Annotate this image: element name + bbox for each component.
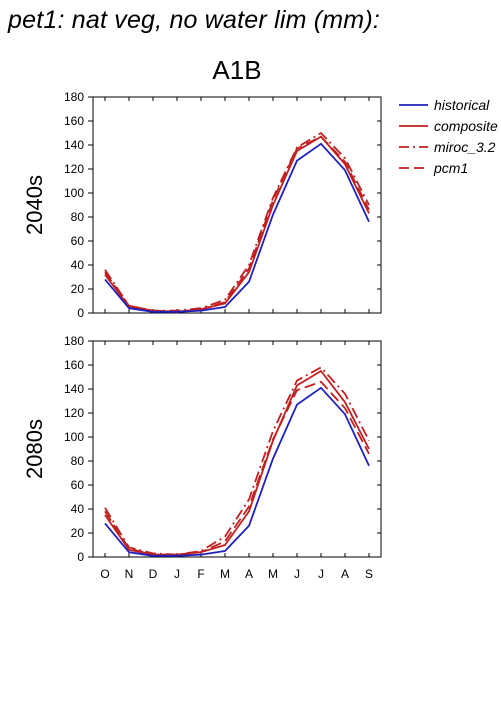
series-line-historical <box>104 386 370 557</box>
x-tick-label: N <box>125 567 134 581</box>
legend-label: composite <box>434 118 498 134</box>
y-tick-label: 180 <box>64 334 84 348</box>
y-tick-label: 80 <box>71 454 85 468</box>
x-tick-label: J <box>318 567 324 581</box>
y-tick-label: 100 <box>64 430 84 444</box>
series-line-pcm1 <box>104 380 370 556</box>
series-line-pcm1 <box>104 135 370 313</box>
plot-frame <box>92 96 382 314</box>
y-tick-label: 100 <box>64 186 84 200</box>
y-tick-label: 60 <box>71 234 85 248</box>
series-line-composite <box>104 135 370 313</box>
y-tick-label: 120 <box>64 162 84 176</box>
x-tick-label: J <box>294 567 300 581</box>
page-title: pet1: nat veg, no water lim (mm): <box>8 6 381 34</box>
y-tick-label: 160 <box>64 358 84 372</box>
panel-2080s: 0 20 40 60 80 100 120 140 160 180 O N D J F M A M J J A S 2080… <box>22 334 382 581</box>
y-tick-label: 0 <box>77 550 84 564</box>
legend-label: historical <box>434 97 490 113</box>
y-tick-label: 20 <box>71 282 85 296</box>
y-tick-label: 140 <box>64 138 84 152</box>
x-tick-label: J <box>174 567 180 581</box>
series-line-historical <box>104 142 370 313</box>
row-label-2080s: 2080s <box>22 419 47 479</box>
y-tick-label: 0 <box>77 306 84 320</box>
scenario-title: A1B <box>212 55 262 85</box>
y-tick-label: 40 <box>71 258 85 272</box>
y-tick-label: 160 <box>64 114 84 128</box>
x-tick-label: M <box>220 567 230 581</box>
legend: historical composite miroc_3.2 pcm1 <box>399 97 498 176</box>
x-tick-label: S <box>365 567 373 581</box>
y-tick-label: 180 <box>64 90 84 104</box>
series-line-miroc-3-2 <box>104 366 370 556</box>
x-tick-label: A <box>245 567 253 581</box>
series-line-miroc-3-2 <box>104 132 370 312</box>
series-line-composite <box>104 370 370 556</box>
panel-2040s: 0 20 40 60 80 100 120 140 160 180 2040s <box>22 90 382 320</box>
x-tick-label: F <box>197 567 204 581</box>
y-tick-label: 20 <box>71 526 85 540</box>
y-tick-label: 60 <box>71 478 85 492</box>
y-tick-label: 140 <box>64 382 84 396</box>
plot-frame <box>92 340 382 558</box>
y-tick-label: 120 <box>64 406 84 420</box>
y-tick-label: 80 <box>71 210 85 224</box>
row-label-2040s: 2040s <box>22 175 47 235</box>
legend-label: miroc_3.2 <box>434 139 496 155</box>
legend-label: pcm1 <box>433 160 468 176</box>
x-tick-label: D <box>149 567 158 581</box>
y-tick-label: 40 <box>71 502 85 516</box>
x-tick-label: O <box>100 567 109 581</box>
x-tick-label: A <box>341 567 349 581</box>
x-tick-label: M <box>268 567 278 581</box>
